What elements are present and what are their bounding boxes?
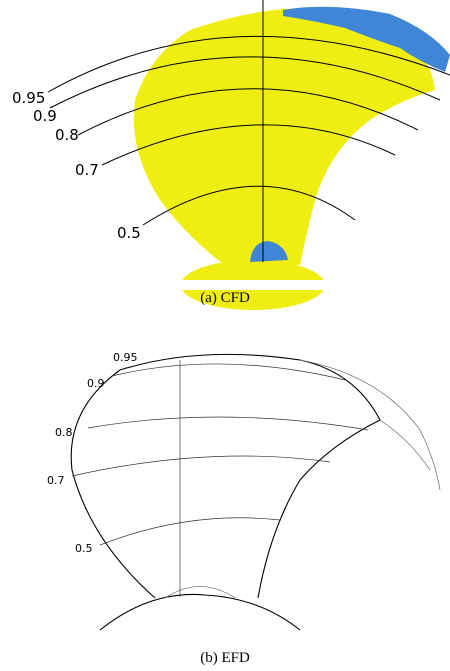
radius-label: 0.9 <box>87 377 105 390</box>
radius-label: 0.5 <box>75 542 93 555</box>
radius-label: 0.8 <box>55 426 73 439</box>
panel-cfd: 0.95 0.9 0.8 0.7 0.5 (a) CFD <box>0 0 450 310</box>
panel-efd: 0.95 0.9 0.8 0.7 0.5 (b) EFD <box>47 351 440 666</box>
radius-label: 0.95 <box>12 89 45 107</box>
radius-label: 0.9 <box>33 107 57 125</box>
radius-label: 0.7 <box>47 474 65 487</box>
radius-label: 0.7 <box>75 161 99 179</box>
radius-label: 0.95 <box>113 351 138 364</box>
radius-label: 0.8 <box>55 126 79 144</box>
caption: (a) CFD <box>200 290 250 306</box>
radius-label: 0.5 <box>117 224 141 242</box>
caption: (b) EFD <box>200 650 250 666</box>
figure: 0.95 0.9 0.8 0.7 0.5 (a) CFD 0.95 0.9 0.… <box>0 0 450 671</box>
